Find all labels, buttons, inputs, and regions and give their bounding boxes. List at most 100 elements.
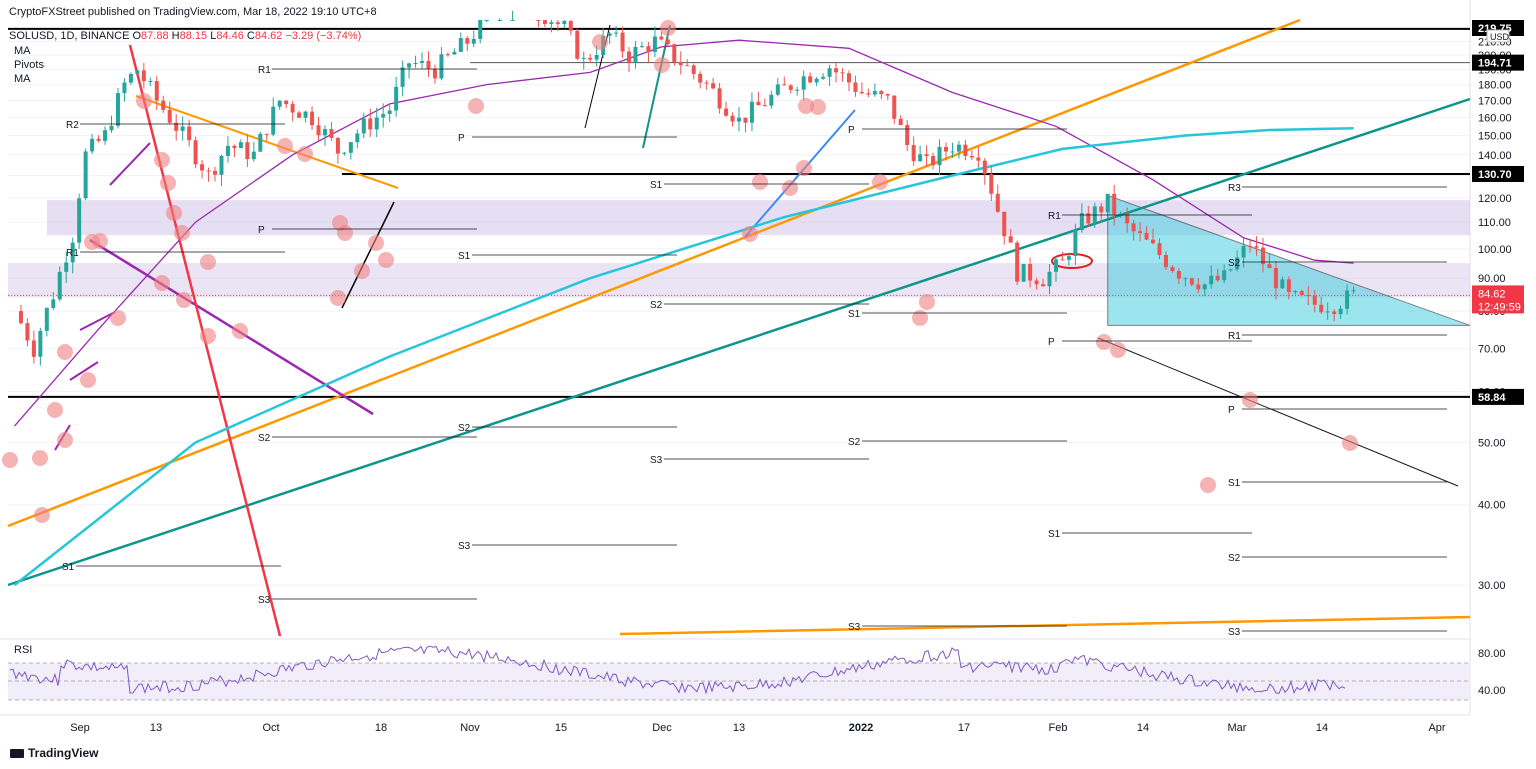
rsi-label[interactable]: RSI xyxy=(14,644,33,656)
time-tick-label: Oct xyxy=(262,722,279,734)
candle-body xyxy=(1241,245,1246,258)
highlight-circle xyxy=(34,507,50,523)
candle-body xyxy=(1267,264,1272,269)
candle-body xyxy=(348,142,353,153)
rsi-tick-label: 40.00 xyxy=(1478,685,1506,697)
candle-body xyxy=(989,174,994,194)
candle-body xyxy=(568,21,573,31)
candle-body xyxy=(264,133,269,135)
pivot-label: S3 xyxy=(1228,627,1241,638)
time-tick-label: 15 xyxy=(555,722,567,734)
candle-body xyxy=(542,20,547,24)
highlight-circle xyxy=(57,432,73,448)
candle-body xyxy=(1053,259,1058,272)
pivot-label: S1 xyxy=(650,180,663,191)
candle-body xyxy=(698,73,703,83)
candle-body xyxy=(627,51,632,63)
candle-body xyxy=(898,118,903,126)
candle-body xyxy=(245,142,250,160)
indicator-ma-1[interactable]: MA xyxy=(14,45,31,57)
teal-rising-trendline xyxy=(7,97,1471,587)
price-axis[interactable]: 30.0040.0050.0060.0070.0080.0090.00100.0… xyxy=(1472,20,1524,697)
highlight-circle xyxy=(154,275,170,291)
price-tick-label: 90.00 xyxy=(1478,273,1506,285)
candle-body xyxy=(1125,213,1130,224)
pivot-label: S2 xyxy=(650,300,663,311)
candle-body xyxy=(555,22,560,24)
highlight-circle xyxy=(468,98,484,114)
candle-body xyxy=(1176,271,1181,279)
candle-body xyxy=(90,138,95,152)
candle-body xyxy=(1028,263,1033,281)
candle-body xyxy=(193,140,198,165)
time-tick-label: 17 xyxy=(958,722,970,734)
highlight-circle xyxy=(32,450,48,466)
candle-body xyxy=(445,54,450,56)
candle-body xyxy=(57,271,62,300)
time-axis[interactable]: Sep 13 Oct 18 Nov 15 Dec 13 2022 17 Feb 14 Mar 14 Apr xyxy=(70,722,1446,734)
candle-body xyxy=(452,51,457,55)
candle-body xyxy=(937,146,942,166)
candle-body xyxy=(122,82,127,94)
pivot-label: S3 xyxy=(848,622,861,633)
ma-cross-highlight xyxy=(1051,253,1093,269)
annotation-circles xyxy=(2,20,1358,523)
rsi-pane xyxy=(8,645,1470,701)
candle-body xyxy=(1222,270,1227,281)
candle-body xyxy=(724,108,729,116)
highlight-circle xyxy=(110,310,126,326)
highlight-circle xyxy=(200,328,216,344)
candle-body xyxy=(1002,211,1007,237)
candle-body xyxy=(115,93,120,126)
indicator-ma-2[interactable]: MA xyxy=(14,73,31,85)
candle-body xyxy=(691,65,696,74)
black-rising-line xyxy=(341,201,395,309)
candle-body xyxy=(322,129,327,136)
candle-body xyxy=(154,81,159,101)
time-tick-label: Dec xyxy=(652,722,672,734)
highlight-circle xyxy=(810,99,826,115)
price-tag-58: 58.84 xyxy=(1478,392,1506,404)
ohlc-open-label: O xyxy=(132,30,142,42)
candle-body xyxy=(1157,243,1162,256)
candle-body xyxy=(976,157,981,161)
highlight-circle xyxy=(174,225,190,241)
pivot-label: S1 xyxy=(458,251,471,262)
highlight-circle xyxy=(1342,435,1358,451)
candle-body xyxy=(161,100,166,110)
candle-body xyxy=(995,193,1000,212)
candle-body xyxy=(1254,246,1259,248)
candle-body xyxy=(96,138,101,141)
highlight-circle xyxy=(378,252,394,268)
candle-body xyxy=(872,91,877,95)
candle-body xyxy=(678,61,683,66)
highlight-circle xyxy=(919,294,935,310)
candle-body xyxy=(639,46,644,48)
candle-body xyxy=(25,323,30,341)
candle-body xyxy=(135,70,140,74)
indicator-pivots[interactable]: Pivots xyxy=(14,59,44,71)
price-tick-label: 30.00 xyxy=(1478,580,1506,592)
candle-body xyxy=(1163,255,1168,268)
pivot-label: R1 xyxy=(1228,331,1241,342)
candle-body xyxy=(795,89,800,91)
price-tag-194: 194.71 xyxy=(1478,58,1512,70)
candle-body xyxy=(1260,247,1265,265)
pivot-label: S3 xyxy=(458,541,471,552)
candle-body xyxy=(1319,304,1324,313)
price-tag-130-bg xyxy=(1472,165,1524,182)
candle-body xyxy=(1066,256,1071,260)
countdown-label: 12:49:59 xyxy=(1478,301,1521,313)
candle-body xyxy=(931,155,936,166)
highlight-circle xyxy=(80,372,96,388)
time-tick-label: 13 xyxy=(733,722,745,734)
pivot-label: P xyxy=(458,133,465,144)
highlight-circle xyxy=(368,235,384,251)
candle-body xyxy=(284,100,289,105)
candle-body xyxy=(1196,284,1201,290)
candle-body xyxy=(51,299,56,309)
candle-body xyxy=(808,76,813,83)
last-price-bg xyxy=(1472,285,1524,314)
candle-body xyxy=(1332,311,1337,315)
